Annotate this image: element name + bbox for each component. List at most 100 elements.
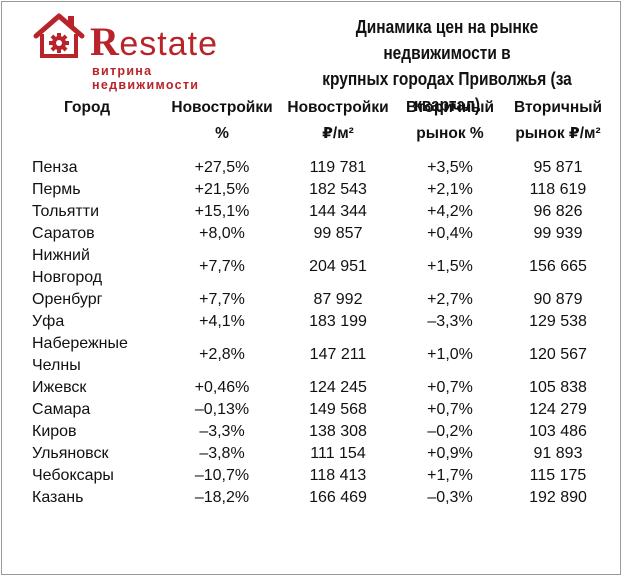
secondary-price-cell: 192 890 [529, 489, 587, 506]
secondary-pct-cell: –3,3% [427, 313, 473, 330]
new-pct-cell: –10,7% [194, 467, 250, 484]
table-row: Чебоксары –10,7% 118 413 +1,7% 115 175 [20, 465, 610, 487]
brand-name: Restate [90, 22, 218, 64]
secondary-pct-cell: +1,7% [427, 467, 473, 484]
secondary-pct-cell: +0,7% [427, 401, 473, 418]
page-title: Динамика цен на рынке недвижимости в кру… [305, 14, 589, 118]
new-price-cell: 118 413 [309, 467, 367, 484]
new-price-cell: 147 211 [309, 346, 367, 363]
table-row: Ижевск +0,46% 124 245 +0,7% 105 838 [20, 377, 610, 399]
secondary-pct-cell: +4,2% [427, 203, 473, 220]
header-secondary-pct: Вторичный рынок % [406, 99, 494, 142]
table-row: Набережные Челны +2,8% 147 211 +1,0% 120 567 [20, 333, 610, 377]
secondary-price-cell: 115 175 [529, 467, 587, 484]
city-cell: Тольятти [32, 203, 99, 220]
city-cell: Пенза [32, 159, 78, 176]
secondary-pct-cell: +0,7% [427, 379, 473, 396]
city-cell: Уфа [32, 313, 65, 330]
secondary-pct-cell: +0,9% [427, 445, 473, 462]
secondary-price-cell: 103 486 [529, 423, 587, 440]
secondary-pct-cell: +1,0% [427, 346, 473, 363]
estate-logo: Restate витрина недвижимости [32, 10, 232, 92]
new-pct-cell: +27,5% [194, 159, 250, 176]
new-pct-cell: –3,3% [199, 423, 245, 440]
table-row: Самара –0,13% 149 568 +0,7% 124 279 [20, 399, 610, 421]
new-price-cell: 149 568 [309, 401, 367, 418]
new-pct-cell: +2,8% [199, 346, 245, 363]
secondary-price-cell: 129 538 [529, 313, 587, 330]
secondary-price-cell: 96 826 [533, 203, 583, 220]
city-cell: Саратов [32, 225, 95, 242]
secondary-price-cell: 124 279 [529, 401, 587, 418]
table-row: Ульяновск –3,8% 111 154 +0,9% 91 893 [20, 443, 610, 465]
secondary-price-cell: 90 879 [533, 291, 583, 308]
brand-rest: estate [119, 25, 219, 63]
city-cell: Казань [32, 489, 84, 506]
secondary-price-cell: 91 893 [533, 445, 583, 462]
secondary-price-cell: 156 665 [529, 258, 587, 275]
table-row: Саратов +8,0% 99 857 +0,4% 99 939 [20, 223, 610, 245]
new-pct-cell: +15,1% [194, 203, 250, 220]
table-row: Оренбург +7,7% 87 992 +2,7% 90 879 [20, 289, 610, 311]
new-pct-cell: –18,2% [194, 489, 250, 506]
new-price-cell: 124 245 [309, 379, 367, 396]
new-price-cell: 87 992 [313, 291, 363, 308]
new-price-cell: 111 154 [310, 445, 366, 462]
house-gear-icon [33, 13, 85, 58]
new-price-cell: 119 781 [309, 159, 367, 176]
table-row: Тольятти +15,1% 144 344 +4,2% 96 826 [20, 201, 610, 223]
table-row: Пермь +21,5% 182 543 +2,1% 118 619 [20, 179, 610, 201]
secondary-price-cell: 95 871 [533, 159, 583, 176]
secondary-pct-cell: +1,5% [427, 258, 473, 275]
header-new-pct: Новостройки% [171, 99, 273, 142]
brand-tagline: витрина недвижимости [92, 64, 200, 92]
city-cell: Пермь [32, 181, 81, 198]
new-pct-cell: –0,13% [194, 401, 250, 418]
secondary-price-cell: 99 939 [533, 225, 583, 242]
new-price-cell: 138 308 [309, 423, 367, 440]
secondary-price-cell: 105 838 [529, 379, 587, 396]
secondary-price-cell: 118 619 [529, 181, 587, 198]
header-secondary-price: Вторичный рынок ₽/м² [514, 99, 602, 142]
header-new-price: Новостройки ₽/м² [287, 99, 389, 142]
new-price-cell: 183 199 [309, 313, 367, 330]
city-cell: Набережные Челны [32, 335, 128, 374]
table-row: Пенза +27,5% 119 781 +3,5% 95 871 [20, 157, 610, 179]
new-pct-cell: +7,7% [199, 258, 245, 275]
city-cell: Ижевск [32, 379, 87, 396]
city-cell: Ульяновск [32, 445, 109, 462]
header-city: Город [64, 99, 111, 116]
new-price-cell: 182 543 [309, 181, 367, 198]
new-price-cell: 99 857 [313, 225, 363, 242]
table-row: Киров –3,3% 138 308 –0,2% 103 486 [20, 421, 610, 443]
table-row: Нижний Новгород +7,7% 204 951 +1,5% 156 665 [20, 245, 610, 289]
secondary-pct-cell: –0,2% [427, 423, 473, 440]
secondary-pct-cell: +3,5% [427, 159, 473, 176]
new-pct-cell: –3,8% [199, 445, 245, 462]
secondary-pct-cell: +0,4% [427, 225, 473, 242]
table-row: Казань –18,2% 166 469 –0,3% 192 890 [20, 487, 610, 509]
new-pct-cell: +8,0% [199, 225, 245, 242]
city-cell: Чебоксары [32, 467, 114, 484]
new-price-cell: 166 469 [309, 489, 367, 506]
new-pct-cell: +7,7% [199, 291, 245, 308]
city-cell: Самара [32, 401, 91, 418]
city-cell: Оренбург [32, 291, 103, 308]
secondary-pct-cell: +2,1% [427, 181, 473, 198]
secondary-price-cell: 120 567 [529, 346, 587, 363]
table-header-row: Город Новостройки% Новостройки ₽/м² Втори… [20, 95, 610, 157]
new-pct-cell: +0,46% [194, 379, 250, 396]
price-table: Город Новостройки% Новостройки ₽/м² Втори… [20, 95, 610, 509]
new-price-cell: 144 344 [309, 203, 367, 220]
new-pct-cell: +21,5% [194, 181, 250, 198]
table-body: Пенза +27,5% 119 781 +3,5% 95 871 Пермь +21,5%… [20, 157, 610, 509]
city-cell: Нижний Новгород [32, 247, 103, 286]
table-row: Уфа +4,1% 183 199 –3,3% 129 538 [20, 311, 610, 333]
city-cell: Киров [32, 423, 77, 440]
title-line-1: Динамика цен на рынке недвижимости в [355, 17, 539, 63]
new-pct-cell: +4,1% [199, 313, 245, 330]
new-price-cell: 204 951 [309, 258, 367, 275]
title-line-2: крупных городах Приволжья (за квартал) [322, 69, 572, 115]
secondary-pct-cell: –0,3% [427, 489, 473, 506]
